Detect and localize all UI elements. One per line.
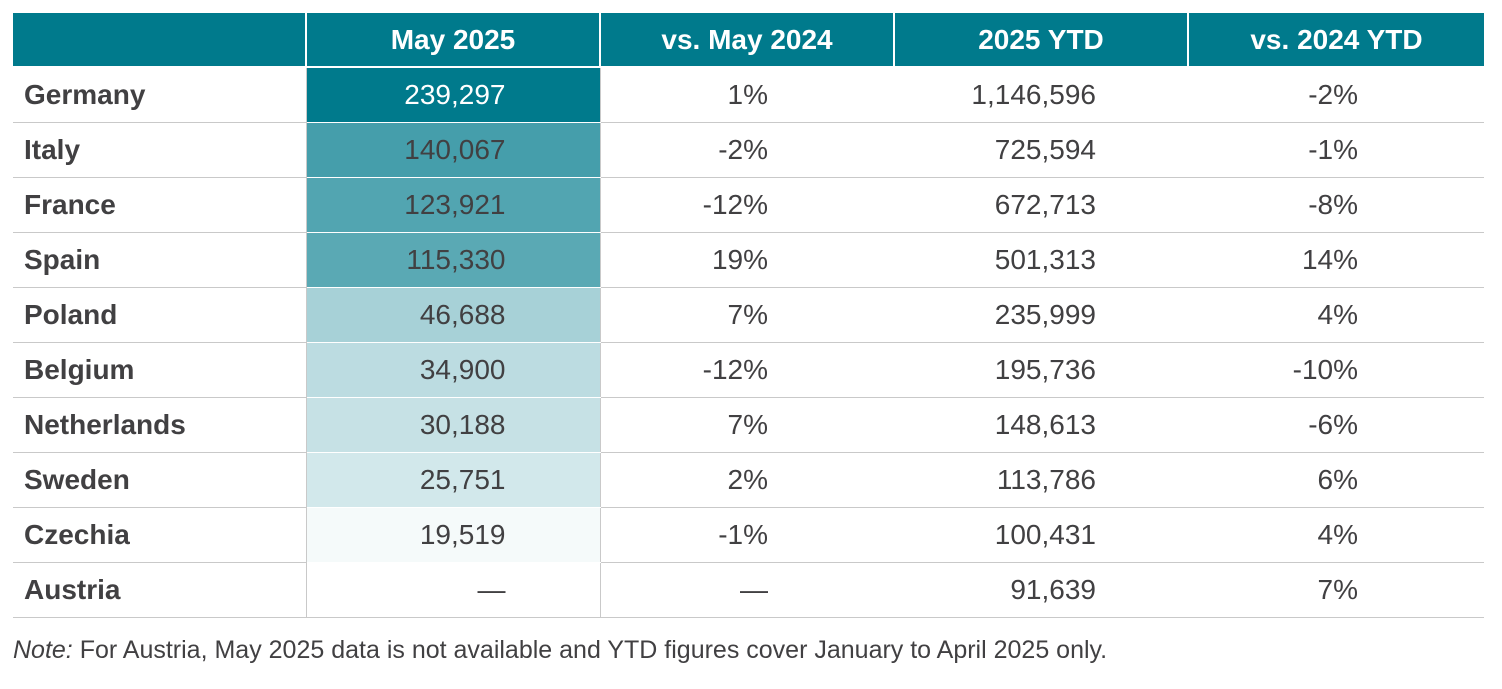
vs-ytd-2024-cell: 4% — [1188, 287, 1484, 343]
header-vs-may-2024: vs. May 2024 — [600, 13, 895, 67]
may-2025-cell: 239,297 — [305, 66, 601, 123]
table-row: France 123,921 -12% 672,713 -8% — [13, 177, 1484, 233]
may-2025-cell: 140,067 — [305, 122, 601, 178]
vs-ytd-2024-cell: 14% — [1188, 232, 1484, 288]
ytd-2025-cell: 672,713 — [894, 177, 1188, 233]
ytd-2025-cell: 725,594 — [894, 122, 1188, 178]
country-cell: Italy — [13, 122, 306, 178]
country-cell: Belgium — [13, 342, 306, 398]
may-2025-cell: 46,688 — [305, 287, 601, 343]
country-cell: Netherlands — [13, 397, 306, 453]
vs-may-2024-cell: 2% — [600, 452, 894, 508]
vs-may-2024-cell: -1% — [600, 507, 894, 563]
ytd-2025-cell: 501,313 — [894, 232, 1188, 288]
may-2025-cell: 30,188 — [305, 397, 601, 453]
vs-may-2024-cell: 1% — [600, 66, 894, 123]
header-country — [13, 13, 307, 67]
header-may-2025: May 2025 — [306, 13, 601, 67]
vs-ytd-2024-cell: -6% — [1188, 397, 1484, 453]
table-row: Germany 239,297 1% 1,146,596 -2% — [13, 66, 1484, 123]
vs-ytd-2024-cell: 7% — [1188, 562, 1484, 618]
ytd-2025-cell: 235,999 — [894, 287, 1188, 343]
country-cell: Czechia — [13, 507, 306, 563]
table-row: Spain 115,330 19% 501,313 14% — [13, 232, 1484, 288]
table-row: Belgium 34,900 -12% 195,736 -10% — [13, 342, 1484, 398]
footnote: Note: For Austria, May 2025 data is not … — [13, 636, 1107, 665]
may-2025-cell: 123,921 — [305, 177, 601, 233]
country-cell: Poland — [13, 287, 306, 343]
ytd-2025-cell: 91,639 — [894, 562, 1188, 618]
vs-ytd-2024-cell: -2% — [1188, 66, 1484, 123]
table-row: Sweden 25,751 2% 113,786 6% — [13, 452, 1484, 508]
may-2025-cell: 19,519 — [305, 507, 601, 563]
vs-may-2024-cell: 19% — [600, 232, 894, 288]
country-cell: Austria — [13, 562, 306, 618]
vs-ytd-2024-cell: 6% — [1188, 452, 1484, 508]
vs-may-2024-cell: 7% — [600, 397, 894, 453]
note-label: Note: — [13, 636, 73, 664]
vs-may-2024-cell: -12% — [600, 177, 894, 233]
data-table: May 2025 vs. May 2024 2025 YTD vs. 2024 … — [13, 13, 1484, 618]
header-2025-ytd: 2025 YTD — [894, 13, 1189, 67]
table-row: Italy 140,067 -2% 725,594 -1% — [13, 122, 1484, 178]
ytd-2025-cell: 1,146,596 — [894, 66, 1188, 123]
vs-may-2024-cell: 7% — [600, 287, 894, 343]
country-cell: Spain — [13, 232, 306, 288]
table-row: Poland 46,688 7% 235,999 4% — [13, 287, 1484, 343]
country-cell: Germany — [13, 66, 306, 123]
may-2025-cell: — — [305, 562, 601, 618]
vs-may-2024-cell: — — [600, 562, 894, 618]
country-cell: Sweden — [13, 452, 306, 508]
country-cell: France — [13, 177, 306, 233]
table-row: Czechia 19,519 -1% 100,431 4% — [13, 507, 1484, 563]
vs-ytd-2024-cell: -1% — [1188, 122, 1484, 178]
ytd-2025-cell: 195,736 — [894, 342, 1188, 398]
may-2025-cell: 25,751 — [305, 452, 601, 508]
vs-may-2024-cell: -2% — [600, 122, 894, 178]
vs-ytd-2024-cell: 4% — [1188, 507, 1484, 563]
header-row: May 2025 vs. May 2024 2025 YTD vs. 2024 … — [13, 13, 1484, 67]
vs-may-2024-cell: -12% — [600, 342, 894, 398]
table-body: Germany 239,297 1% 1,146,596 -2% Italy 140,067… — [13, 66, 1484, 618]
table-row: Netherlands 30,188 7% 148,613 -6% — [13, 397, 1484, 453]
vs-ytd-2024-cell: -8% — [1188, 177, 1484, 233]
may-2025-cell: 115,330 — [305, 232, 601, 288]
vs-ytd-2024-cell: -10% — [1188, 342, 1484, 398]
may-2025-cell: 34,900 — [305, 342, 601, 398]
note-text: For Austria, May 2025 data is not availa… — [72, 636, 1108, 664]
ytd-2025-cell: 148,613 — [894, 397, 1188, 453]
table-row: Austria — —91,639 7% — [13, 562, 1484, 618]
ytd-2025-cell: 100,431 — [894, 507, 1188, 563]
header-vs-2024-ytd: vs. 2024 YTD — [1188, 13, 1484, 67]
ytd-2025-cell: 113,786 — [894, 452, 1188, 508]
